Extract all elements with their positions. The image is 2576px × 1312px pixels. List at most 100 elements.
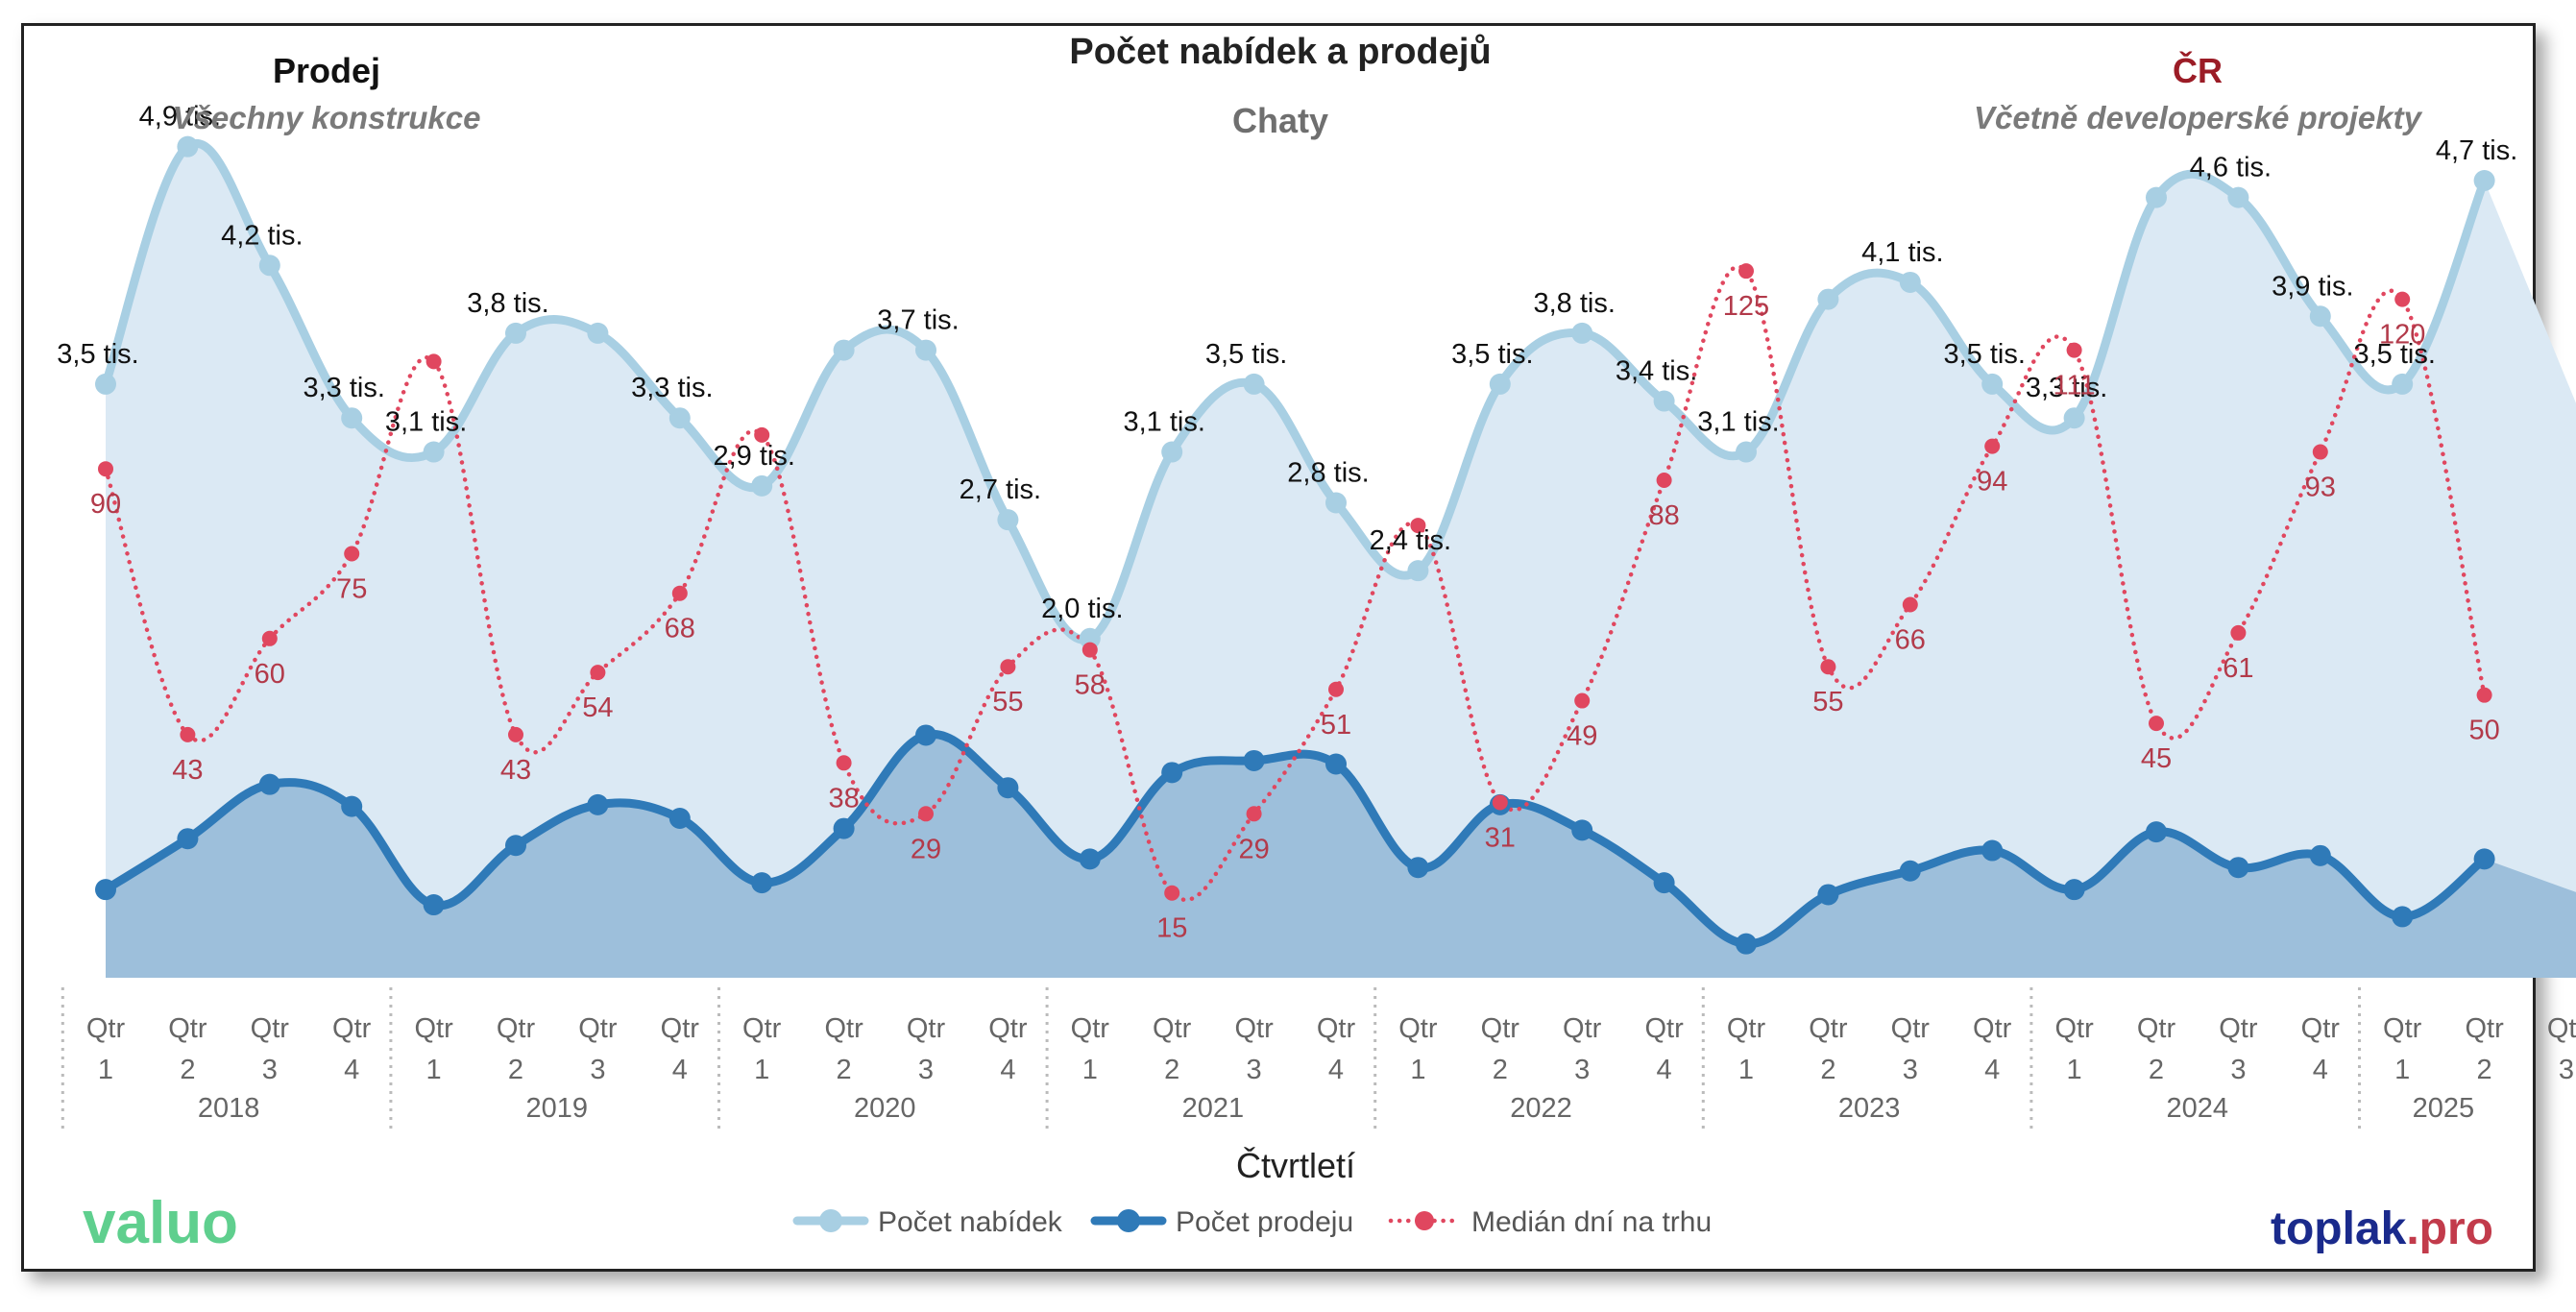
days-data-label: 51 [1321, 710, 1351, 741]
quarter-tick-label: Qtr [1891, 1013, 1931, 1044]
sales-point [2227, 857, 2249, 879]
sales-point [668, 807, 691, 829]
offers-data-label: 2,7 tis. [960, 474, 1041, 505]
days-data-label: 50 [2468, 716, 2499, 746]
days-data-label: 58 [1075, 670, 1106, 701]
days-point [2149, 716, 2164, 732]
sales-point [2473, 848, 2495, 870]
sales-point [751, 872, 773, 894]
offers-point [751, 474, 773, 497]
quarter-tick-label: Qtr [168, 1013, 207, 1044]
chart-title: Počet nabídek a prodejů [1069, 32, 1491, 72]
offers-data-label: 3,5 tis. [1451, 339, 1533, 370]
days-data-label: 93 [2305, 473, 2336, 503]
sales-point [1736, 933, 1757, 955]
quarter-number-label: 4 [1000, 1055, 1015, 1085]
quarter-number-label: 2 [180, 1055, 195, 1085]
offers-point [1736, 441, 1757, 463]
days-data-label: 31 [1485, 823, 1516, 854]
sales-point [1079, 848, 1101, 870]
sales-point [1817, 884, 1839, 906]
legend: Počet nabídek Počet prodeju Medián dní na … [792, 1206, 1712, 1238]
offers-point [2146, 186, 2167, 208]
toplak-logo-suffix: .pro [2406, 1203, 2493, 1254]
quarter-number-label: 4 [1328, 1055, 1344, 1085]
offers-point [1571, 322, 1593, 344]
offers-data-label: 3,1 tis. [1123, 407, 1204, 438]
quarter-tick-label: Qtr [661, 1013, 700, 1044]
quarter-tick-label: Qtr [497, 1013, 536, 1044]
quarter-tick-label: Qtr [2547, 1013, 2576, 1044]
days-data-label: 90 [90, 489, 121, 520]
days-data-label: 49 [1567, 721, 1597, 752]
sales-point [997, 777, 1019, 799]
offers-data-label: 3,4 tis. [1616, 356, 1697, 387]
year-label: 2025 [2413, 1093, 2475, 1124]
quarter-number-label: 1 [754, 1055, 769, 1085]
days-point [918, 806, 934, 822]
quarter-tick-label: Qtr [1481, 1013, 1520, 1044]
quarter-tick-label: Qtr [1563, 1013, 1602, 1044]
quarter-number-label: 4 [1984, 1055, 2000, 1085]
offers-data-label: 2,8 tis. [1287, 458, 1369, 489]
days-point [1902, 596, 1918, 613]
quarter-number-label: 1 [2394, 1055, 2410, 1085]
quarter-tick-label: Qtr [1973, 1013, 2012, 1044]
offers-point [1243, 373, 1265, 395]
offers-point [505, 322, 526, 344]
days-point [1164, 885, 1180, 901]
days-point [590, 665, 606, 681]
series-points [95, 135, 2495, 955]
offers-data-label: 4,2 tis. [221, 220, 303, 251]
days-data-label: 45 [2141, 743, 2172, 774]
quarter-tick-label: Qtr [1153, 1013, 1192, 1044]
days-data-label: 75 [336, 574, 367, 605]
quarter-number-label: 4 [344, 1055, 359, 1085]
offers-data-label: 3,5 tis. [1943, 339, 2025, 370]
quarter-tick-label: Qtr [251, 1013, 290, 1044]
sales-point [915, 724, 936, 746]
offers-point [2063, 407, 2085, 429]
sales-point [1981, 839, 2004, 862]
right-subheading: Včetně developerské projekty [1974, 100, 2423, 135]
offers-line [101, 139, 2490, 644]
days-point [1984, 438, 2001, 454]
quarter-number-label: 3 [2559, 1055, 2574, 1085]
quarter-tick-label: Qtr [578, 1013, 618, 1044]
days-point [2394, 291, 2411, 307]
quarter-tick-label: Qtr [907, 1013, 946, 1044]
sales-point [1325, 753, 1347, 775]
offers-legend-marker [819, 1209, 842, 1232]
left-subheading: Všechny konstrukce [173, 100, 481, 135]
quarter-number-label: 3 [2230, 1055, 2246, 1085]
quarter-number-label: 3 [1574, 1055, 1590, 1085]
offers-point [177, 135, 199, 158]
days-data-label: 55 [1812, 687, 1843, 717]
offers-point [423, 441, 445, 463]
quarter-number-label: 1 [1082, 1055, 1098, 1085]
year-label: 2023 [1838, 1093, 1901, 1124]
right-heading: ČR [2173, 50, 2223, 90]
quarter-number-label: 4 [1657, 1055, 1672, 1085]
sales-point [177, 828, 199, 850]
quarter-tick-label: Qtr [86, 1013, 126, 1044]
days-point [1738, 263, 1754, 279]
quarter-tick-label: Qtr [1727, 1013, 1766, 1044]
quarter-number-label: 1 [2067, 1055, 2082, 1085]
quarter-tick-label: Qtr [988, 1013, 1028, 1044]
offers-point [1817, 288, 1839, 310]
quarter-tick-label: Qtr [1071, 1013, 1110, 1044]
days-data-label: 120 [2379, 320, 2425, 351]
quarter-number-label: 3 [918, 1055, 934, 1085]
days-data-label: 111 [2054, 371, 2096, 401]
offers-point [587, 322, 609, 344]
days-point [98, 461, 113, 477]
offers-point [341, 407, 363, 429]
offers-point [95, 373, 116, 395]
offers-point [833, 339, 855, 361]
quarter-tick-label: Qtr [1644, 1013, 1684, 1044]
days-data-label: 29 [1238, 834, 1269, 864]
center-subheading: Chaty [1232, 101, 1328, 140]
year-label: 2022 [1510, 1093, 1572, 1124]
